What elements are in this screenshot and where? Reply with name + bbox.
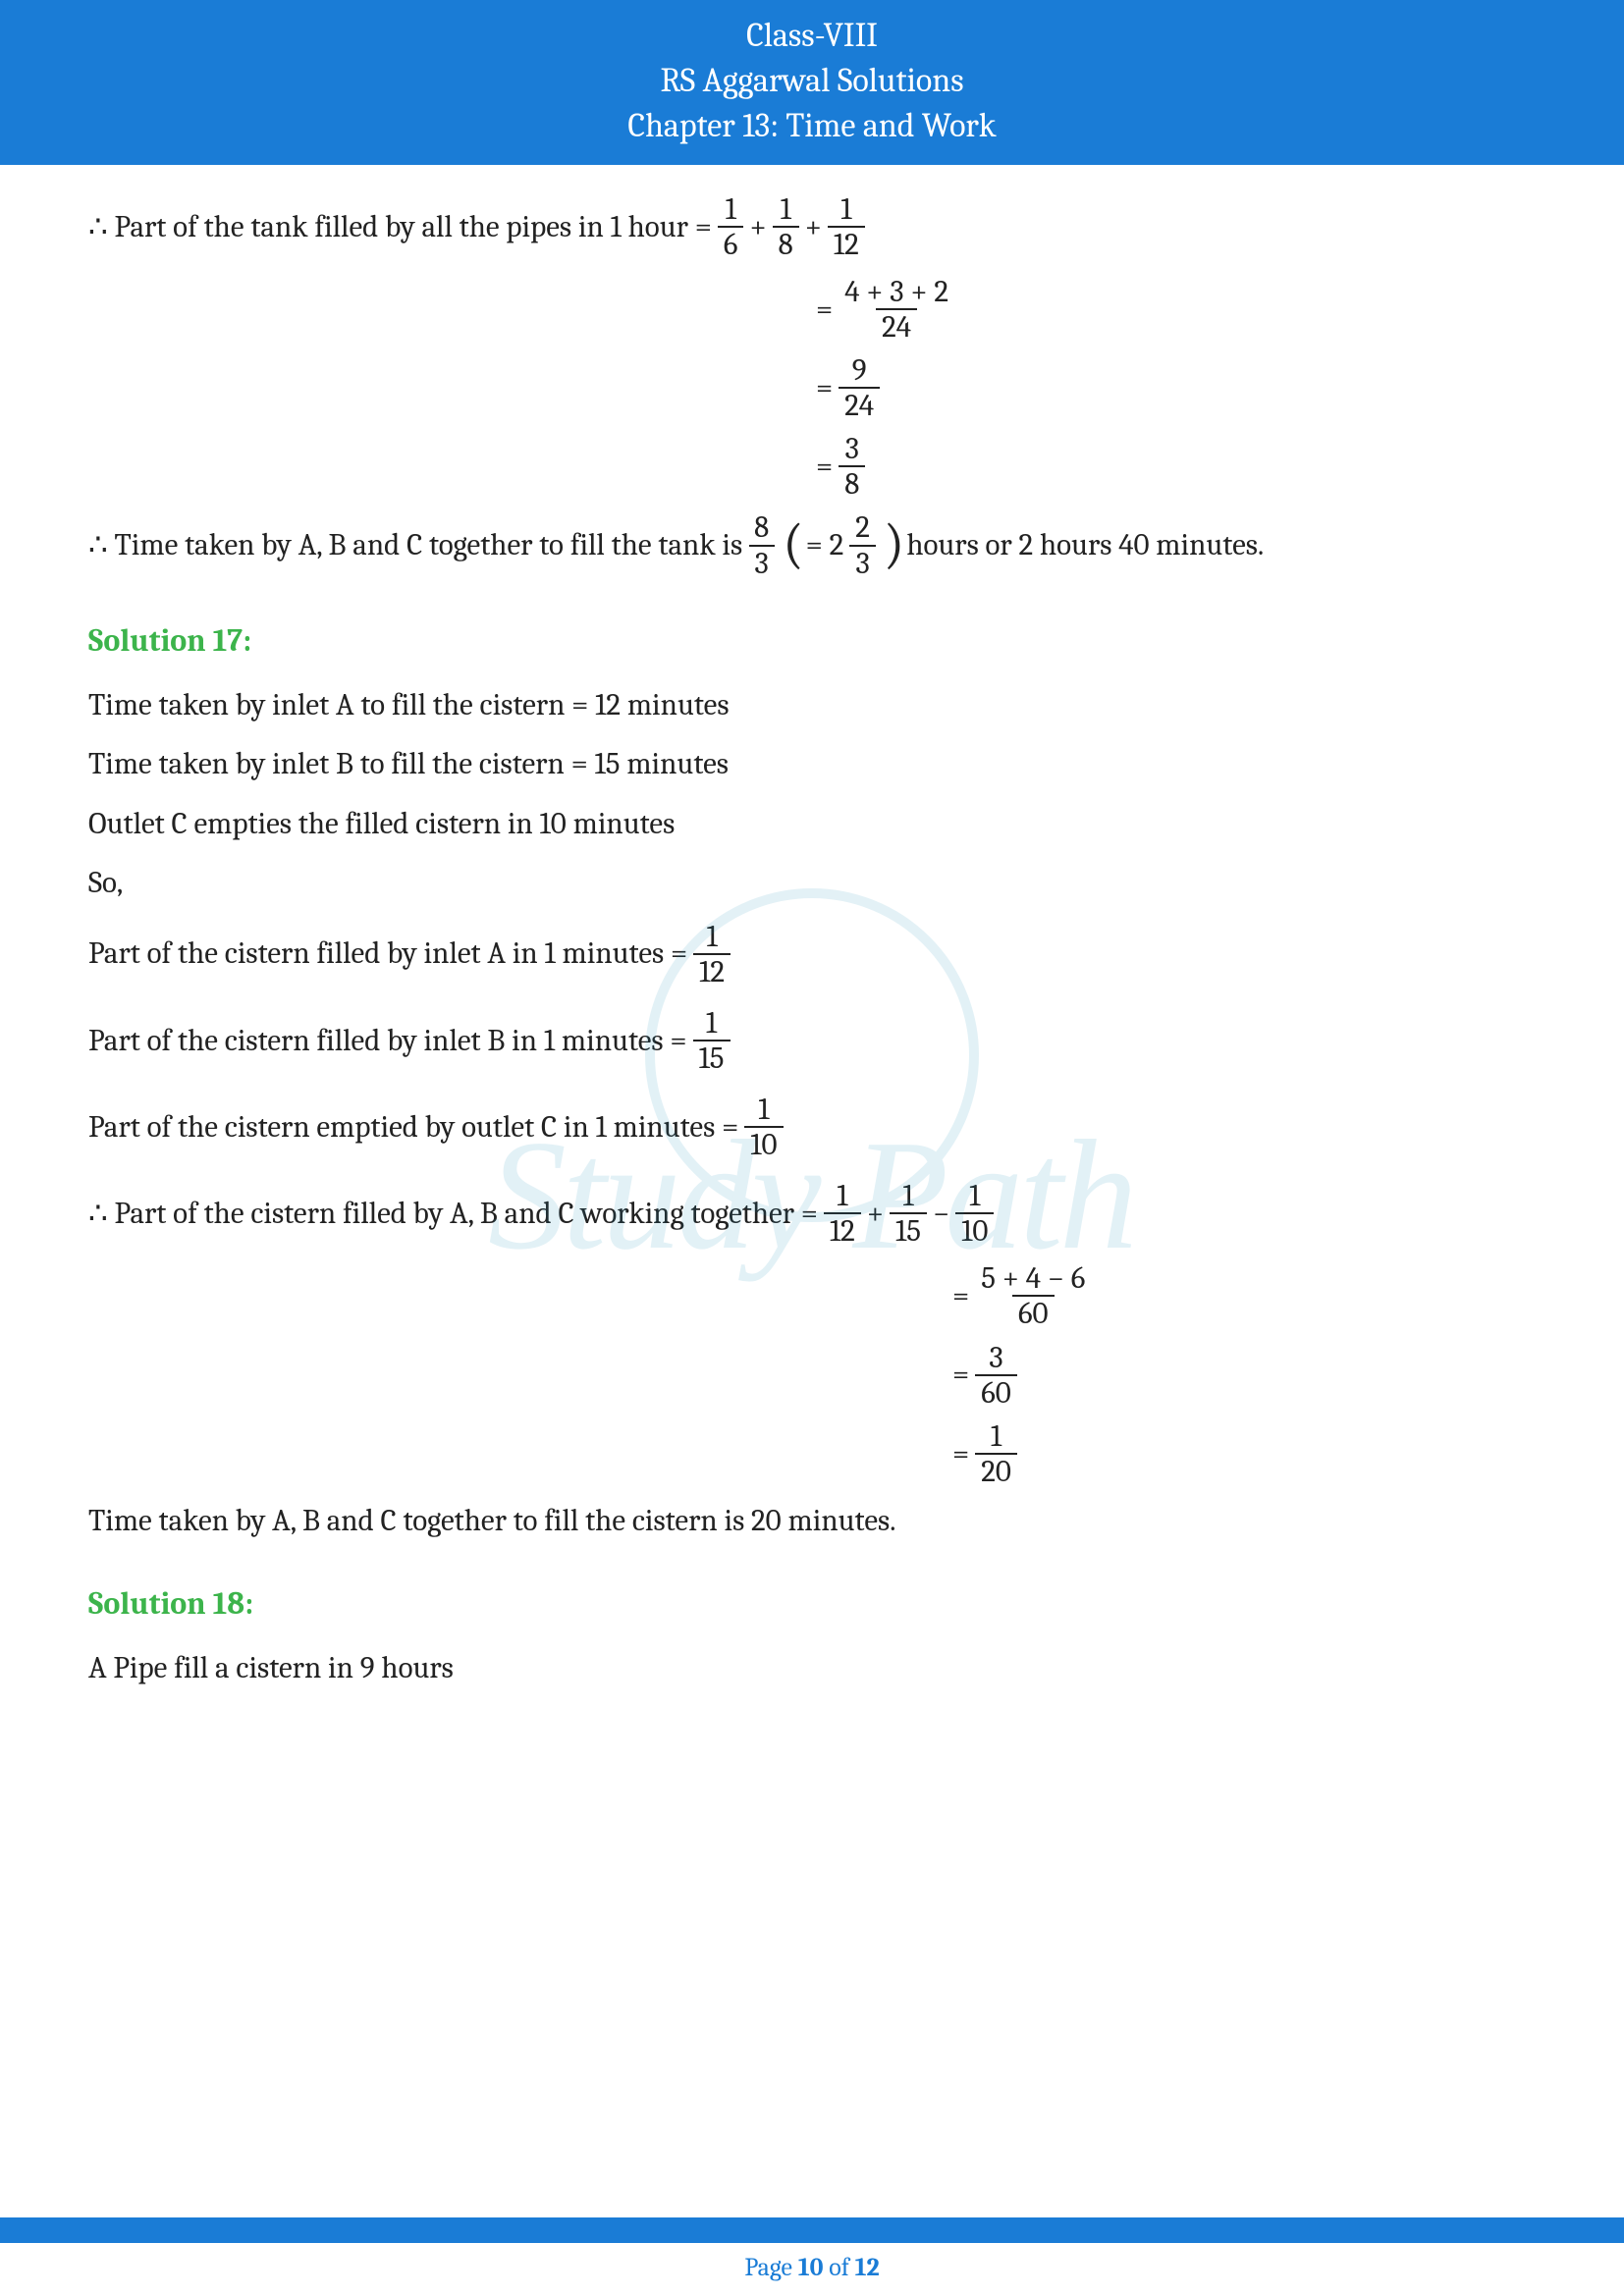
frac-432-24: 4 + 3 + 224: [839, 275, 954, 344]
minus: −: [933, 1191, 949, 1237]
sol17-l6: Part of the cistern filled by inlet B in…: [88, 1006, 1536, 1075]
footer-pre: Page: [744, 2253, 797, 2282]
sol16-eq3: = 924: [88, 353, 1536, 422]
l8-pre: ∴ Part of the cistern filled by A, B and…: [88, 1191, 818, 1237]
sol17-l7: Part of the cistern emptied by outlet C …: [88, 1093, 1536, 1161]
footer-tot: 12: [855, 2253, 880, 2282]
sol17-l4: So,: [88, 860, 1536, 906]
sol17-l1: Time taken by inlet A to fill the cister…: [88, 682, 1536, 728]
concl-eq: = 2: [806, 522, 844, 568]
frac-3-8: 38: [839, 432, 865, 501]
sol16-conclusion: ∴ Time taken by A, B and C together to f…: [88, 510, 1536, 579]
solution-18-title: Solution 18:: [88, 1580, 1536, 1628]
sol16-eq2: = 4 + 3 + 224: [88, 275, 1536, 344]
header-line2: RS Aggarwal Solutions: [0, 59, 1624, 104]
sol17-eq2: = 5 + 4 − 660: [88, 1261, 1536, 1330]
eq: =: [816, 287, 833, 333]
plus: +: [867, 1191, 884, 1237]
sol16-l1-pre: ∴ Part of the tank filled by all the pip…: [88, 204, 712, 250]
footer-mid: of: [824, 2253, 855, 2282]
header-line3: Chapter 13: Time and Work: [0, 104, 1624, 149]
eq: =: [952, 1431, 969, 1477]
frac-1-10b: 110: [955, 1179, 994, 1248]
page-content: ∴ Part of the tank filled by all the pip…: [0, 165, 1624, 1691]
frac-8-3: 83: [748, 510, 775, 579]
paren-close: ): [884, 516, 904, 571]
frac-1-15: 115: [693, 1006, 731, 1075]
sol18-l1: A Pipe fill a cistern in 9 hours: [88, 1645, 1536, 1691]
sol16-eq4: = 38: [88, 432, 1536, 501]
frac-1-12: 112: [828, 192, 865, 261]
footer-cur: 10: [798, 2253, 824, 2282]
sol17-eq4: = 120: [88, 1419, 1536, 1488]
sol17-l5: Part of the cistern filled by inlet A in…: [88, 920, 1536, 988]
frac-1-10: 110: [744, 1093, 783, 1161]
concl-post: hours or 2 hours 40 minutes.: [906, 522, 1264, 568]
frac-1-6: 16: [718, 192, 744, 261]
frac-1-12b: 112: [824, 1179, 861, 1248]
frac-9-24: 924: [839, 353, 880, 422]
frac-2-3: 23: [849, 510, 876, 579]
eq: =: [952, 1352, 969, 1398]
frac-1-20: 120: [975, 1419, 1017, 1488]
frac-1-12: 112: [693, 920, 731, 988]
header-line1: Class-VIII: [0, 14, 1624, 59]
eq: =: [952, 1273, 969, 1319]
l6-pre: Part of the cistern filled by inlet B in…: [88, 1018, 687, 1064]
page-footer: Page 10 of 12: [0, 2217, 1624, 2296]
sol17-l8: ∴ Part of the cistern filled by A, B and…: [88, 1179, 1536, 1248]
sol17-l2: Time taken by inlet B to fill the cister…: [88, 741, 1536, 787]
frac-1-15b: 115: [890, 1179, 927, 1248]
sol17-eq3: = 360: [88, 1341, 1536, 1410]
frac-1-8: 18: [773, 192, 799, 261]
sol16-line1: ∴ Part of the tank filled by all the pip…: [88, 192, 1536, 261]
eq: =: [816, 444, 833, 490]
plus: +: [805, 204, 822, 250]
plus: +: [749, 204, 766, 250]
l7-pre: Part of the cistern emptied by outlet C …: [88, 1104, 738, 1150]
eq: =: [816, 365, 833, 411]
sol17-l3: Outlet C empties the filled cistern in 1…: [88, 801, 1536, 847]
concl-pre: ∴ Time taken by A, B and C together to f…: [88, 522, 742, 568]
sol17-conclusion: Time taken by A, B and C together to fil…: [88, 1498, 1536, 1544]
footer-bar: [0, 2217, 1624, 2243]
frac-3-60: 360: [975, 1341, 1017, 1410]
paren-open: (: [783, 516, 803, 571]
footer-text: Page 10 of 12: [0, 2243, 1624, 2296]
l5-pre: Part of the cistern filled by inlet A in…: [88, 931, 687, 977]
page-header: Class-VIII RS Aggarwal Solutions Chapter…: [0, 0, 1624, 165]
solution-17-title: Solution 17:: [88, 617, 1536, 665]
frac-546-60: 5 + 4 − 660: [975, 1261, 1091, 1330]
